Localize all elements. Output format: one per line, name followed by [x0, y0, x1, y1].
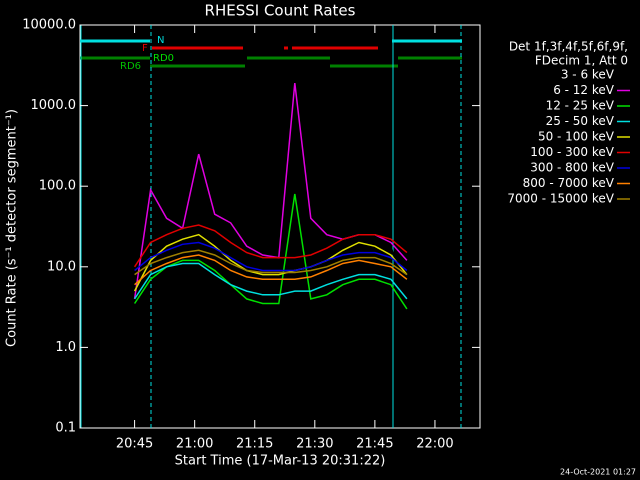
- legend-label: 6 - 12 keV: [553, 83, 615, 97]
- legend-label: 25 - 50 keV: [546, 114, 615, 128]
- series-line: [133, 233, 408, 292]
- series-line: [133, 83, 408, 300]
- legend-title: Det 1f,3f,4f,5f,6f,9f,: [509, 40, 628, 54]
- legend-label: 100 - 300 keV: [530, 145, 614, 159]
- legend-label: 50 - 100 keV: [538, 130, 615, 144]
- legend-label: 7000 - 15000 keV: [507, 192, 614, 206]
- y-tick-label: 0.1: [55, 421, 76, 436]
- series-line: [133, 224, 408, 268]
- series-line: [134, 241, 408, 272]
- x-tick-label: 22:00: [416, 437, 453, 452]
- y-axis-label: Count Rate (s⁻¹ detector segment⁻¹): [5, 109, 20, 347]
- series-line: [134, 254, 408, 286]
- flag-label: N: [157, 35, 164, 46]
- legend-label: 300 - 800 keV: [530, 161, 614, 175]
- timestamp: 24-Oct-2021 01:27: [560, 468, 636, 477]
- legend-label: 3 - 6 keV: [561, 68, 615, 82]
- series-line: [133, 129, 408, 310]
- flag-label: RD0: [153, 53, 174, 64]
- y-tick-label: 100.0: [39, 179, 76, 194]
- chart-title: RHESSI Count Rates: [205, 2, 356, 20]
- series-line: [133, 262, 408, 300]
- plot-frame: [79, 24, 481, 429]
- series-line: [133, 193, 408, 310]
- y-tick-label: 1000.0: [31, 98, 77, 113]
- legend-label: 12 - 25 keV: [546, 99, 615, 113]
- x-tick-label: 21:00: [176, 437, 213, 452]
- flags: N F RD0 RD6: [80, 25, 462, 428]
- x-tick-label: 21:15: [236, 437, 273, 452]
- x-axis-label: Start Time (17-Mar-13 20:31:22): [175, 454, 386, 469]
- series-line: [134, 249, 408, 276]
- flag-label: RD6: [120, 61, 141, 72]
- y-tick-label: 1.0: [55, 340, 76, 355]
- legend-title: FDecim 1, Att 0: [535, 54, 628, 68]
- y-tick-label: 10.0: [47, 259, 76, 274]
- flag-label: F: [142, 43, 148, 54]
- x-tick-label: 20:45: [116, 437, 153, 452]
- y-tick-label: 10000.0: [22, 18, 76, 33]
- x-tick-label: 21:45: [356, 437, 393, 452]
- x-tick-label: 21:30: [296, 437, 333, 452]
- legend-label: 800 - 7000 keV: [523, 176, 615, 190]
